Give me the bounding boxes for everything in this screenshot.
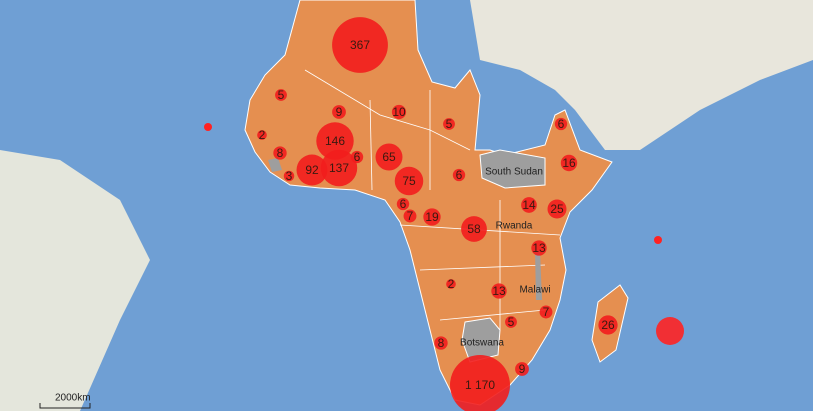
bubble-label: 146	[325, 134, 345, 148]
bubble	[316, 122, 354, 160]
scale-label: 2000km	[55, 393, 91, 404]
bubble-label: 19	[425, 210, 439, 224]
bubble	[434, 336, 448, 350]
bubble-label: 26	[601, 318, 615, 332]
bubble	[505, 316, 517, 328]
land-west	[0, 150, 150, 411]
bubble	[332, 105, 346, 119]
bubble	[450, 355, 510, 411]
bubble	[375, 143, 403, 171]
bubble	[332, 17, 388, 73]
bubble-label: 2	[259, 128, 266, 142]
bubble	[391, 104, 407, 120]
bubble	[531, 240, 547, 256]
bubble-label: 3	[286, 169, 293, 183]
bubble-label: 6	[354, 150, 361, 164]
country-label: Malawi	[519, 285, 550, 296]
bubble	[461, 216, 487, 242]
bubble-label: 9	[336, 105, 343, 119]
bubble-label: 5	[446, 117, 453, 131]
bubble	[273, 146, 287, 160]
bubble	[257, 130, 267, 140]
bubble	[320, 149, 358, 187]
bubble	[394, 166, 424, 196]
dot	[656, 317, 684, 345]
bubble-label: 5	[508, 315, 515, 329]
bubble	[547, 199, 567, 219]
south-sudan	[479, 149, 546, 189]
bubble	[443, 118, 455, 130]
bubble	[452, 168, 466, 182]
bubble-label: 10	[392, 105, 406, 119]
bubble	[403, 209, 417, 223]
bubble-label: 6	[456, 168, 463, 182]
bubble-label: 16	[562, 156, 576, 170]
bubble-label: 9	[519, 362, 526, 376]
bubble	[560, 154, 578, 172]
bubble	[521, 197, 537, 213]
bubble-label: 14	[522, 198, 536, 212]
botswana	[461, 317, 501, 363]
dot	[204, 123, 212, 131]
bubble-label: 8	[438, 336, 445, 350]
bubble-label: 367	[350, 38, 370, 52]
dot	[654, 236, 662, 244]
bubble	[515, 362, 529, 376]
bubble-label: 75	[402, 174, 416, 188]
bubble-label: 6	[558, 117, 565, 131]
malawi	[535, 250, 542, 300]
bubble	[423, 208, 441, 226]
bubble-label: 7	[543, 305, 550, 319]
bubble-label: 137	[329, 161, 349, 175]
bubble-label: 8	[277, 146, 284, 160]
bubble	[283, 170, 295, 182]
bubble	[539, 305, 553, 319]
scale-bar	[39, 403, 91, 409]
bubble-label: 25	[550, 202, 564, 216]
bubble-label: 1 170	[465, 378, 495, 392]
bubble	[275, 89, 287, 101]
liberia	[268, 158, 282, 172]
bubble-label: 65	[382, 150, 396, 164]
country-label: South Sudan	[485, 167, 543, 178]
bubble-label: 58	[467, 222, 481, 236]
country-label: Botswana	[460, 338, 504, 349]
bubble-label: 7	[407, 209, 414, 223]
bubble-label: 13	[492, 284, 506, 298]
africa	[244, 0, 613, 406]
bubble-label: 6	[400, 197, 407, 211]
land-north	[470, 0, 813, 150]
bubble	[296, 154, 328, 186]
bubble-label: 13	[532, 241, 546, 255]
bubble-label: 92	[305, 163, 319, 177]
bubble	[598, 315, 618, 335]
bubble	[350, 150, 364, 164]
bubble	[491, 283, 507, 299]
bubble-label: 5	[278, 88, 285, 102]
borders	[304, 69, 561, 330]
bubble	[446, 279, 456, 289]
country-label: Rwanda	[496, 221, 533, 232]
bubble	[396, 197, 410, 211]
bubble-label: 2	[448, 277, 455, 291]
bubble	[554, 117, 568, 131]
